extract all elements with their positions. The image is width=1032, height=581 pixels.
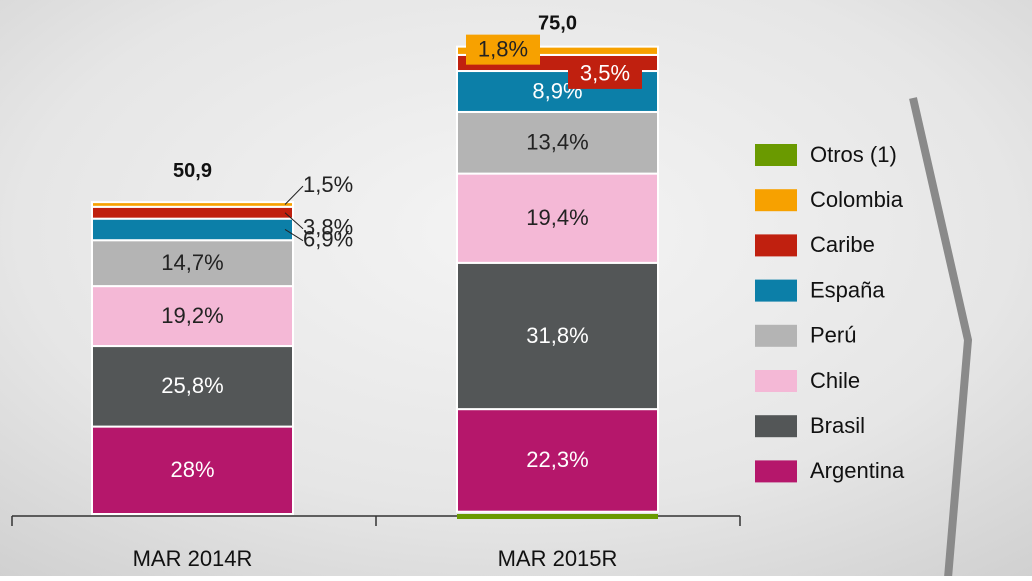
data-label: 28%	[170, 457, 214, 482]
bar-segment	[456, 408, 659, 513]
data-label: 6,9%	[303, 226, 353, 251]
bar-segment	[91, 217, 294, 242]
legend-label: Chile	[810, 368, 860, 393]
x-tick-label: MAR 2015R	[498, 546, 618, 571]
bar-segment	[91, 425, 294, 516]
legend-swatch	[755, 415, 797, 438]
bar-segment	[456, 45, 659, 56]
legend-swatch	[755, 144, 797, 166]
x-tick-label: MAR 2014R	[133, 546, 253, 571]
total-label: 75,0	[538, 12, 577, 34]
data-label: 14,7%	[161, 250, 223, 275]
bar-segment	[91, 201, 294, 208]
legend-swatch	[755, 324, 797, 347]
legend-swatch	[755, 460, 797, 483]
bar-segment	[91, 345, 294, 428]
legend-label: Caribe	[810, 232, 875, 257]
data-label: 3,5%	[580, 61, 630, 86]
data-label: 1,5%	[303, 172, 353, 197]
data-label: 1,8%	[478, 36, 528, 61]
data-label: 22,3%	[526, 447, 588, 472]
total-label: 50,9	[173, 160, 212, 182]
data-label: 31,8%	[526, 323, 588, 348]
bar-segment	[456, 261, 659, 411]
bar-segment	[457, 514, 658, 519]
bar-segment	[456, 172, 659, 264]
data-label: 3,8%	[303, 215, 353, 240]
data-label: 19,4%	[526, 205, 588, 230]
data-label: 13,4%	[526, 130, 588, 155]
leader-line	[284, 229, 304, 242]
legend-label: Colombia	[810, 187, 904, 212]
label-box	[466, 34, 540, 65]
data-label: 19,2%	[161, 303, 223, 328]
legend-label: Otros (1)	[810, 142, 897, 167]
legend-label: España	[810, 277, 885, 302]
legend-label: Argentina	[810, 458, 905, 483]
bar-segment	[91, 285, 294, 348]
leader-line	[284, 212, 304, 230]
bar-segment	[91, 205, 294, 220]
legend-label: Brasil	[810, 413, 865, 438]
data-label: 25,8%	[161, 373, 223, 398]
legend-swatch	[755, 370, 797, 392]
legend-swatch	[755, 189, 797, 212]
legend-swatch	[755, 279, 797, 302]
legend-swatch	[755, 234, 797, 257]
bar-segment	[456, 110, 659, 175]
leader-line	[284, 185, 304, 205]
label-box	[568, 58, 642, 89]
legend-label: Perú	[810, 323, 856, 348]
chevron	[909, 97, 973, 579]
